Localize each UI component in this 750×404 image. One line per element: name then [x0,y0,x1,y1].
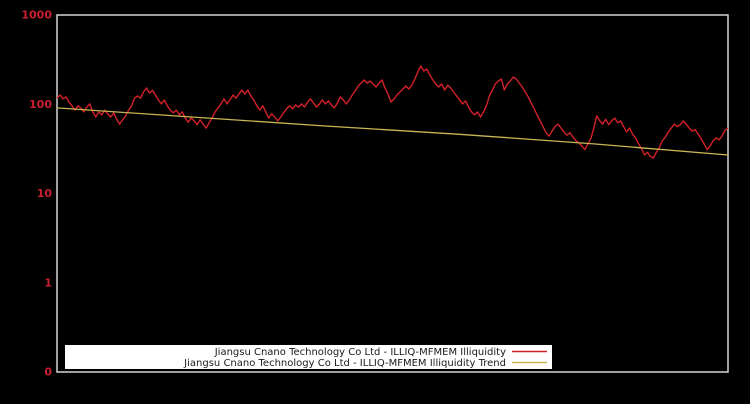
legend-box [65,345,552,369]
illiquidity-series-line [56,65,729,159]
y-tick-label: 100 [29,98,52,111]
legend-label-trend: Jiangsu Cnano Technology Co Ltd - ILLIQ-… [183,358,506,369]
y-tick-label: 1 [44,276,52,289]
y-tick-label: 1000 [21,9,52,22]
legend-label-illiquidity: Jiangsu Cnano Technology Co Ltd - ILLIQ-… [214,347,506,358]
series-lines [56,65,729,159]
y-tick-label: 10 [37,187,53,200]
legend: Jiangsu Cnano Technology Co Ltd - ILLIQ-… [65,345,552,369]
plot-border [56,14,729,373]
illiquidity-trend-line [56,107,729,156]
y-tick-label: 0 [44,366,52,379]
